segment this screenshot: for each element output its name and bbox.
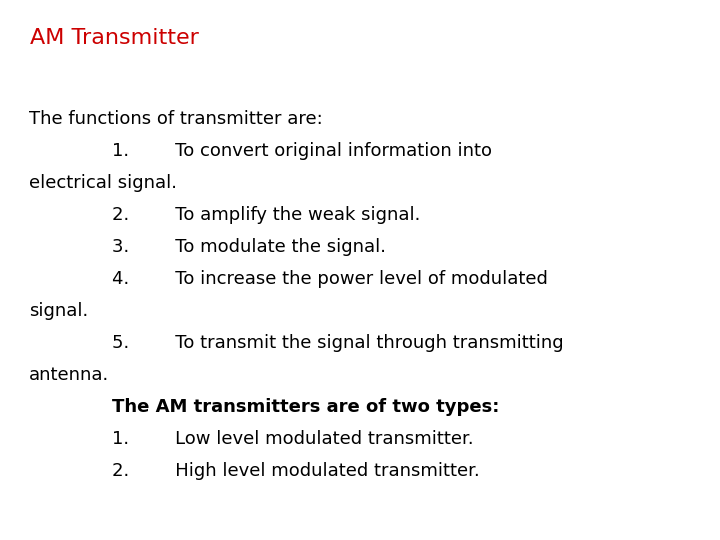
Text: electrical signal.: electrical signal.	[29, 174, 177, 192]
Text: signal.: signal.	[29, 302, 88, 320]
Text: 3.        To modulate the signal.: 3. To modulate the signal.	[112, 238, 386, 256]
Text: 1.        To convert original information into: 1. To convert original information into	[112, 142, 492, 160]
Text: antenna.: antenna.	[29, 366, 109, 384]
Text: AM Transmitter: AM Transmitter	[30, 28, 199, 48]
Text: The AM transmitters are of two types:: The AM transmitters are of two types:	[112, 398, 499, 416]
Text: 2.        High level modulated transmitter.: 2. High level modulated transmitter.	[112, 462, 480, 480]
Text: 4.        To increase the power level of modulated: 4. To increase the power level of modula…	[112, 270, 547, 288]
Text: The functions of transmitter are:: The functions of transmitter are:	[29, 110, 323, 128]
Text: 2.        To amplify the weak signal.: 2. To amplify the weak signal.	[112, 206, 420, 224]
Text: 5.        To transmit the signal through transmitting: 5. To transmit the signal through transm…	[112, 334, 563, 352]
Text: 1.        Low level modulated transmitter.: 1. Low level modulated transmitter.	[112, 430, 473, 448]
